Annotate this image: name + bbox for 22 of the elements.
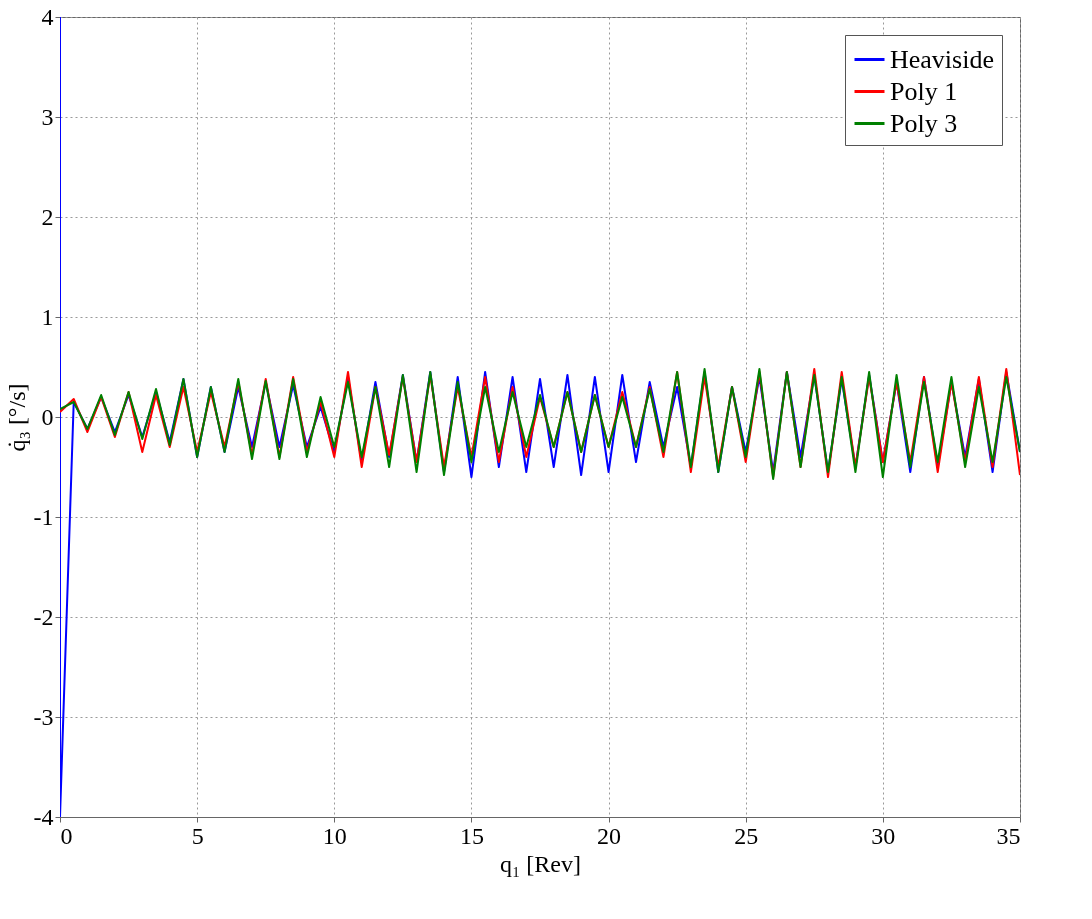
x-axis-title: q₁ [Rev] bbox=[499, 850, 582, 877]
x-tick-label: 15 bbox=[459, 822, 484, 849]
y-tick-label: 4 bbox=[41, 3, 54, 30]
x-tick-label: 20 bbox=[597, 822, 622, 849]
y-tick-label: 3 bbox=[41, 103, 54, 130]
y-tick-label: -3 bbox=[33, 703, 54, 730]
legend-label: Poly 3 bbox=[890, 108, 958, 138]
x-tick-label: 10 bbox=[322, 822, 347, 849]
x-tick-label: 5 bbox=[191, 822, 204, 849]
y-tick-label: 1 bbox=[41, 303, 54, 330]
y-tick-label: -2 bbox=[33, 603, 54, 630]
x-tick-label: 30 bbox=[871, 822, 896, 849]
x-tick-label: 0 bbox=[60, 822, 73, 849]
y-axis-title: q̇₃ [°/s] bbox=[3, 383, 30, 452]
y-tick-label: 2 bbox=[41, 203, 54, 230]
y-tick-label: -4 bbox=[33, 803, 54, 830]
x-tick-label: 25 bbox=[734, 822, 759, 849]
y-tick-label: 0 bbox=[41, 403, 54, 430]
legend-label: Heaviside bbox=[890, 44, 994, 74]
x-tick-label: 35 bbox=[996, 822, 1021, 849]
y-tick-label: -1 bbox=[33, 503, 54, 530]
legend-label: Poly 1 bbox=[890, 76, 958, 106]
